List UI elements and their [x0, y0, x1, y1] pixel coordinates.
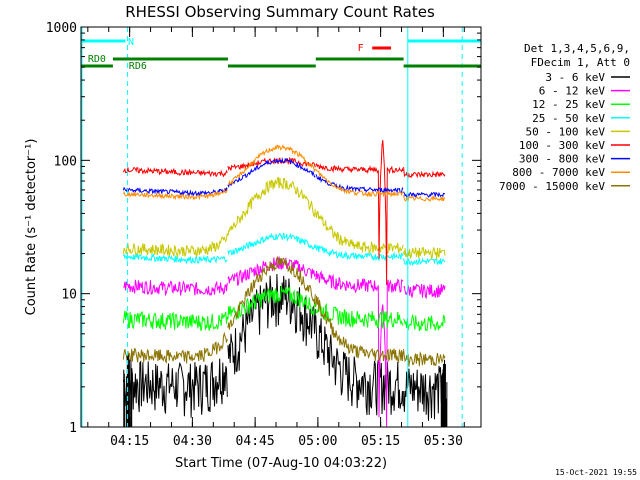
legend-label: 800 - 7000 keV: [512, 166, 605, 179]
series-line: [122, 233, 228, 259]
series-line: [122, 310, 228, 332]
legend-label: 300 - 800 keV: [519, 153, 605, 166]
series-line: [122, 331, 228, 364]
series-line: [403, 167, 446, 179]
x-tick-label: 05:15: [361, 434, 400, 449]
series-line: [315, 315, 404, 416]
flag-label: N: [128, 37, 134, 48]
x-tick-label: 05:30: [424, 434, 463, 449]
series-line: [227, 157, 316, 189]
series-line: [122, 253, 228, 265]
series-line: [227, 273, 316, 375]
plot-frame: [80, 26, 482, 428]
legend-title-line-1: Det 1,3,4,5,6,9,: [524, 42, 630, 55]
x-axis-label: Start Time (07-Aug-10 04:03:22): [175, 456, 387, 471]
flag-label: F: [358, 43, 364, 54]
series-line: [315, 168, 404, 198]
series-line: [227, 177, 316, 236]
series-line: [315, 270, 404, 427]
series-line: [123, 279, 228, 297]
series-line: [403, 313, 446, 332]
series-line: [227, 232, 316, 256]
flag-label: RD6: [129, 61, 147, 72]
y-tick-label: 10: [61, 288, 77, 303]
series-line: [315, 210, 404, 255]
series-line: [403, 191, 446, 198]
legend-label: 7000 - 15000 keV: [499, 180, 605, 193]
series-line: [403, 348, 446, 367]
y-axis: 1 10 100 1000: [46, 21, 481, 436]
series-line: [315, 295, 404, 364]
legend-label: 3 - 6 keV: [545, 71, 605, 84]
legend-label: 12 - 25 keV: [532, 98, 605, 111]
y-tick-label: 1000: [46, 21, 77, 36]
flag-label: RD0: [88, 54, 106, 65]
series-line: [315, 174, 404, 194]
series-line: [122, 186, 228, 197]
x-tick-label: 04:45: [236, 434, 275, 449]
x-tick-label: 04:15: [110, 434, 149, 449]
chart-title: RHESSI Observing Summary Count Rates: [125, 3, 435, 21]
series-line: [122, 187, 228, 201]
y-axis-label: Count Rate (s⁻¹ detector⁻¹): [24, 139, 39, 316]
x-tick-label: 05:00: [298, 434, 337, 449]
series-line: [315, 140, 404, 286]
series-line: [403, 283, 446, 300]
x-tick-label: 04:30: [173, 434, 212, 449]
y-tick-label: 100: [54, 154, 77, 169]
x-axis: 04:15 04:30 04:45 05:00 05:15 05:30: [87, 27, 465, 449]
legend-title-line-2: FDecim 1, Att 0: [531, 56, 630, 69]
series-line: [403, 195, 446, 202]
series-line: [315, 302, 404, 330]
series-line: [403, 257, 446, 267]
series-line: [227, 256, 316, 286]
series-line: [315, 244, 404, 262]
series-line: [403, 365, 446, 421]
series-line: [122, 358, 228, 418]
legend-label: 25 - 50 keV: [532, 112, 605, 125]
legend-label: 6 - 12 keV: [539, 85, 606, 98]
series-line: [122, 166, 228, 178]
series-line: [403, 246, 446, 260]
y-tick-label: 1: [69, 421, 77, 436]
series-line: [227, 255, 316, 330]
series-line: [227, 285, 316, 321]
series-line: [227, 144, 316, 186]
plot-area: N RD0 RD6 F: [81, 27, 481, 427]
timestamp: 15-Oct-2021 19:55: [555, 468, 637, 477]
legend-label: 50 - 100 keV: [526, 125, 606, 138]
legend-label: 100 - 300 keV: [519, 139, 605, 152]
